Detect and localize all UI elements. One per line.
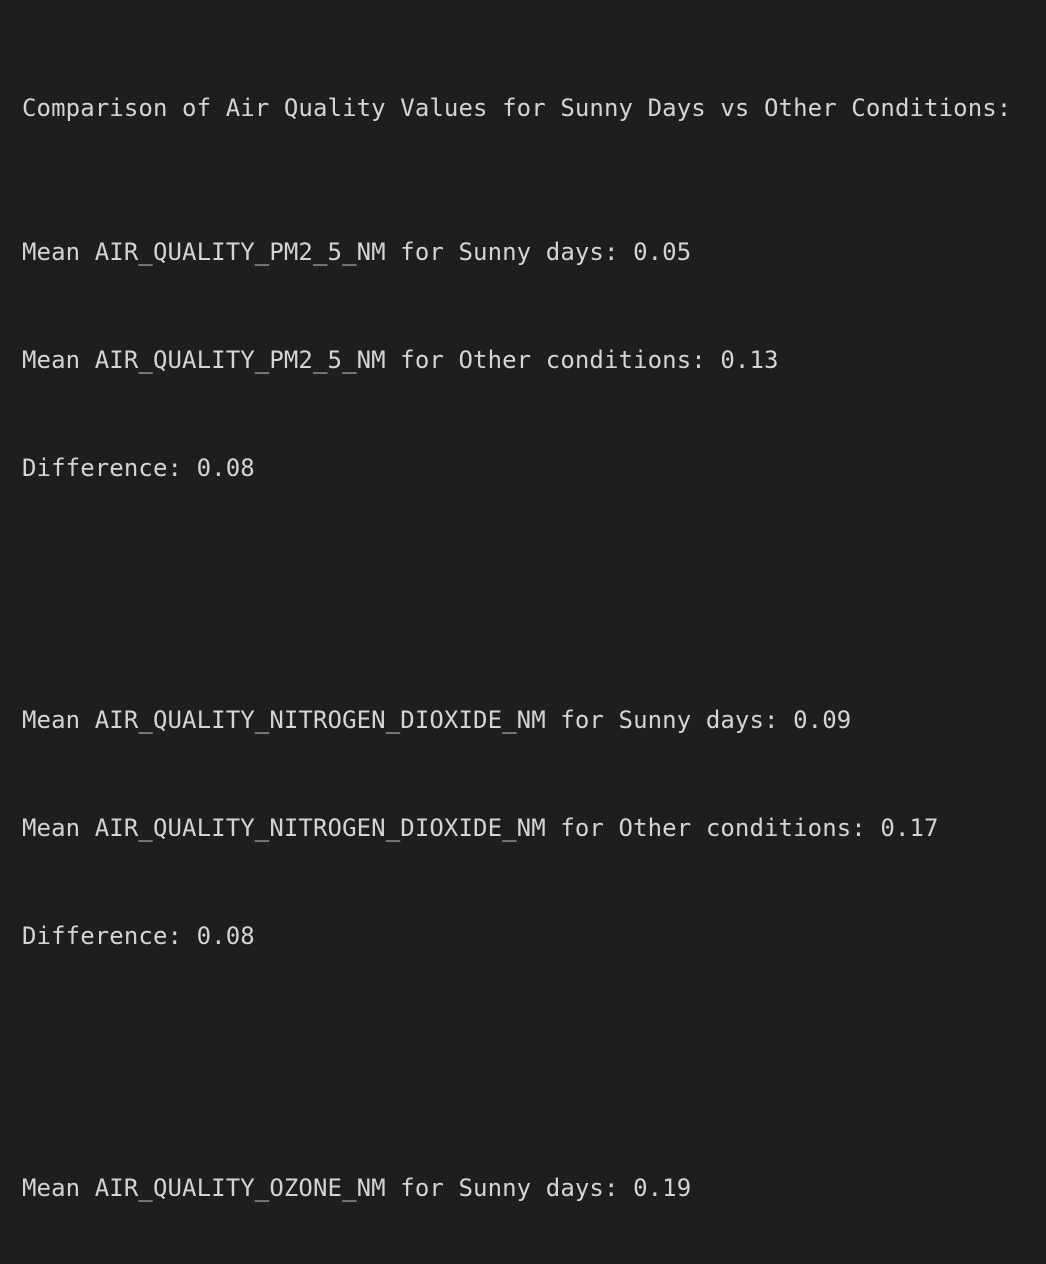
blank-line bbox=[22, 558, 1046, 594]
no2-difference-line: Difference: 0.08 bbox=[22, 922, 255, 950]
pm25-sunny-line: Mean AIR_QUALITY_PM2_5_NM for Sunny days… bbox=[22, 238, 692, 266]
no2-other-line: Mean AIR_QUALITY_NITROGEN_DIOXIDE_NM for… bbox=[22, 814, 939, 842]
blank-line bbox=[22, 1026, 1046, 1062]
terminal-output: Comparison of Air Quality Values for Sun… bbox=[22, 94, 1046, 1202]
no2-sunny-line: Mean AIR_QUALITY_NITROGEN_DIOXIDE_NM for… bbox=[22, 706, 852, 734]
ozone-sunny-line: Mean AIR_QUALITY_OZONE_NM for Sunny days… bbox=[22, 1174, 692, 1202]
output-heading: Comparison of Air Quality Values for Sun… bbox=[22, 94, 1012, 122]
pm25-other-line: Mean AIR_QUALITY_PM2_5_NM for Other cond… bbox=[22, 346, 779, 374]
pm25-difference-line: Difference: 0.08 bbox=[22, 454, 255, 482]
